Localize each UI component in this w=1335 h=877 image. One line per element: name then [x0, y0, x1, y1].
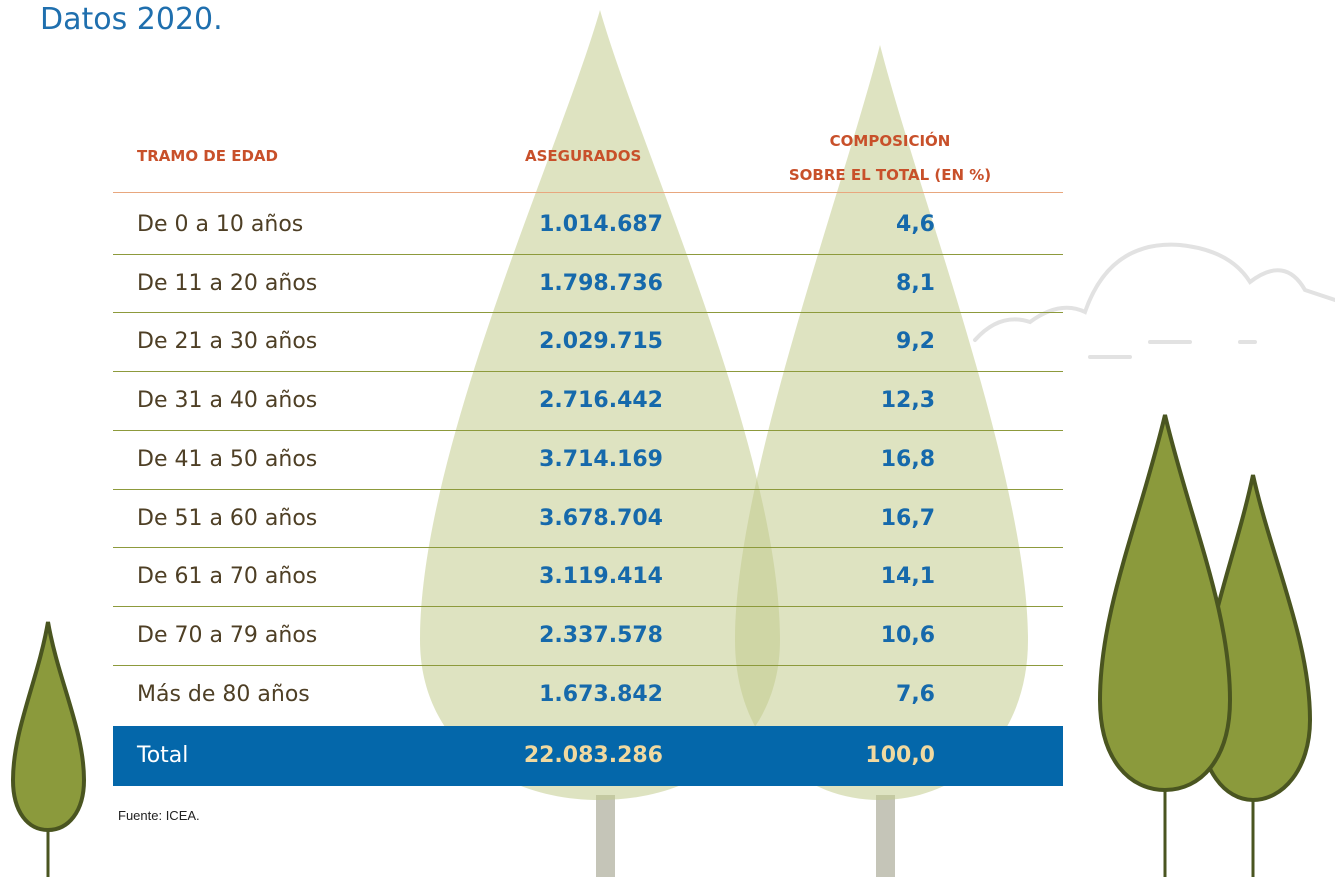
age-range: De 51 a 60 años: [137, 505, 318, 531]
row-rule: [113, 371, 1063, 373]
insured-count: 3.119.414: [539, 564, 663, 590]
row-rule: [113, 664, 1063, 666]
insured-count: 3.678.704: [539, 505, 663, 531]
insured-count: 2.337.578: [539, 622, 663, 648]
total-band: [113, 726, 1063, 787]
age-range: De 70 a 79 años: [137, 622, 318, 648]
row-rule: [113, 253, 1063, 255]
row-rule: [113, 312, 1063, 314]
total-label: Total: [137, 743, 189, 769]
row-rule: [113, 488, 1063, 490]
total-insured: 22.083.286: [523, 743, 663, 769]
insured-count: 1.014.687: [539, 212, 663, 237]
age-range: De 31 a 40 años: [137, 388, 318, 414]
age-range: De 21 a 30 años: [137, 329, 318, 355]
column-header: COMPOSICIÓN SOBRE EL TOTAL (EN %): [760, 124, 1020, 192]
insured-count: 2.716.442: [539, 388, 663, 414]
insured-count: 1.798.736: [539, 270, 663, 296]
insured-count: 1.673.842: [539, 681, 663, 707]
age-range: De 11 a 20 años: [137, 270, 318, 296]
share-percent: 12,3: [880, 388, 935, 414]
column-header-line: SOBRE EL TOTAL (EN %): [788, 166, 992, 184]
age-range: De 41 a 50 años: [137, 446, 318, 472]
column-header: TRAMO DE EDAD: [137, 147, 278, 165]
share-percent: 16,8: [880, 446, 935, 472]
share-percent: 8,1: [896, 270, 935, 296]
insured-count: 2.029.715: [539, 329, 663, 355]
share-percent: 16,7: [880, 505, 935, 531]
age-range: De 61 a 70 años: [137, 564, 318, 590]
header-rule: [113, 192, 1063, 193]
column-header-line: COMPOSICIÓN: [829, 132, 951, 150]
share-percent: 9,2: [896, 329, 935, 355]
total-percent: 100,0: [865, 743, 935, 769]
insured-count: 3.714.169: [539, 446, 663, 472]
share-percent: 10,6: [880, 622, 935, 648]
share-percent: 7,6: [896, 681, 935, 707]
column-header: ASEGURADOS: [525, 147, 642, 165]
title: Datos 2020.: [40, 2, 223, 37]
share-percent: 4,6: [896, 212, 935, 237]
row-rule: [113, 547, 1063, 549]
source: Fuente: ICEA.: [118, 808, 200, 823]
share-percent: 14,1: [880, 564, 935, 590]
row-rule: [113, 429, 1063, 431]
age-range: Más de 80 años: [137, 681, 310, 707]
row-rule: [113, 605, 1063, 607]
age-range: De 0 a 10 años: [137, 212, 304, 237]
